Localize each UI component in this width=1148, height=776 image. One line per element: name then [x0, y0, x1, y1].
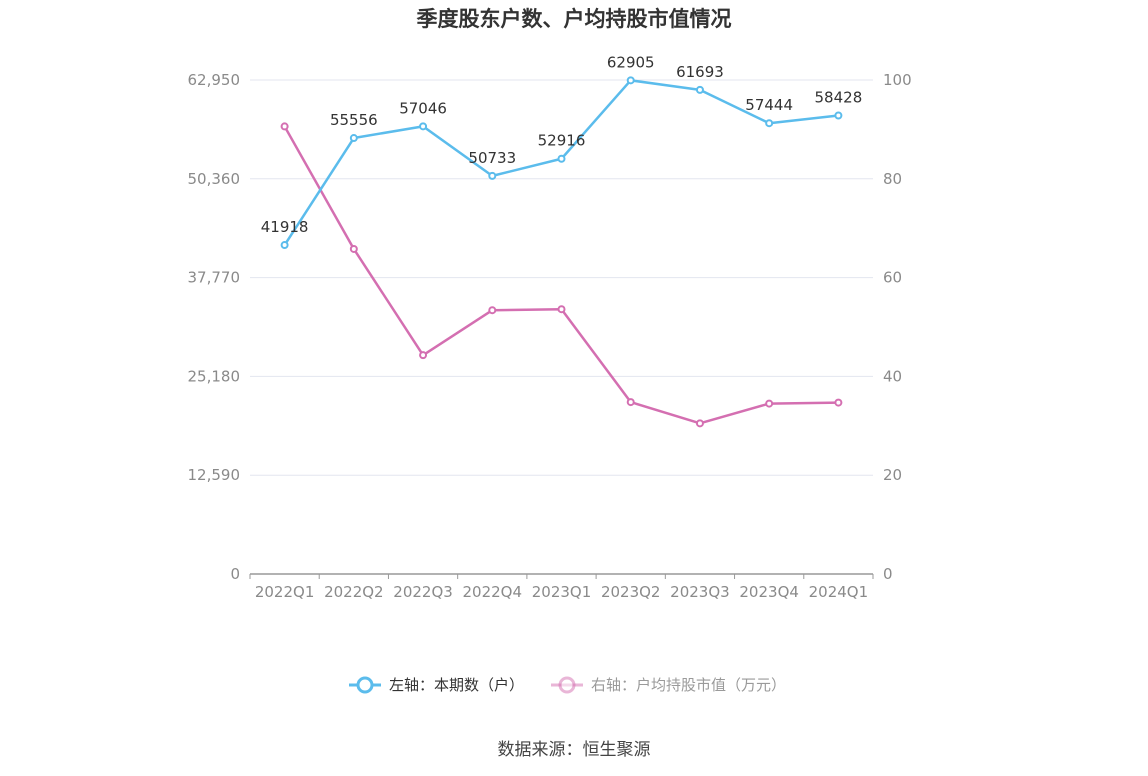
right-axis-tick-label: 0: [883, 565, 893, 583]
left-axis-tick-label: 37,770: [188, 269, 241, 287]
data-point[interactable]: [419, 351, 428, 360]
data-point[interactable]: [834, 398, 843, 407]
data-point[interactable]: [488, 171, 497, 180]
data-point[interactable]: [349, 244, 358, 253]
left-axis-tick-label: 12,590: [188, 466, 241, 484]
right-axis-tick-label: 40: [883, 367, 902, 385]
right-axis-tick-label: 20: [883, 466, 902, 484]
data-point[interactable]: [834, 111, 843, 120]
data-point[interactable]: [419, 122, 428, 131]
legend-label-left-series: 左轴：本期数（户）: [389, 676, 524, 694]
data-label: 57046: [399, 99, 447, 117]
left-axis-tick-label: 62,950: [188, 71, 241, 89]
left-axis-tick-label: 50,360: [188, 170, 241, 188]
data-label: 57444: [745, 96, 793, 114]
axes: 0 0 12,590 20 25,180 40 37,770 60 50,360 80 62,950…: [188, 71, 912, 601]
right-axis-tick-label: 60: [883, 269, 902, 287]
data-label: 41918: [261, 218, 309, 236]
x-axis-tick-label: 2022Q1: [255, 583, 315, 601]
left-axis-tick-label: 0: [230, 565, 240, 583]
data-point[interactable]: [765, 119, 774, 128]
legend-item-right-series[interactable]: 右轴：户均持股市值（万元）: [551, 676, 786, 694]
data-point[interactable]: [626, 398, 635, 407]
legend[interactable]: 左轴：本期数（户） 右轴：户均持股市值（万元）: [349, 676, 786, 694]
data-label: 52916: [538, 132, 586, 150]
x-axis-tick-label: 2023Q1: [532, 583, 592, 601]
right-axis-tick-label: 80: [883, 170, 902, 188]
grid-lines: [250, 79, 873, 476]
data-label: 58428: [815, 88, 863, 106]
data-point[interactable]: [626, 76, 635, 85]
right-axis-tick-label: 100: [883, 71, 912, 89]
data-label: 62905: [607, 53, 655, 71]
x-axis-tick-label: 2023Q4: [739, 583, 799, 601]
series-points: [280, 76, 843, 428]
left-axis-tick-label: 25,180: [188, 367, 241, 385]
x-axis-tick-label: 2023Q2: [601, 583, 661, 601]
legend-label-right-series: 右轴：户均持股市值（万元）: [591, 676, 786, 694]
data-point[interactable]: [557, 154, 566, 163]
data-point[interactable]: [280, 241, 289, 250]
legend-marker-left-series: [356, 676, 374, 694]
data-source: 数据来源：恒生聚源: [498, 740, 651, 760]
data-labels: 41918 55556 57046 50733 52916 62905 61693 57444…: [261, 53, 862, 236]
x-axis-tick-label: 2022Q2: [324, 583, 384, 601]
x-axis-tick-label: 2022Q4: [463, 583, 523, 601]
series-line-right: [283, 125, 839, 425]
data-point[interactable]: [280, 122, 289, 131]
data-point[interactable]: [557, 305, 566, 314]
x-axis-tick-label: 2022Q3: [393, 583, 453, 601]
data-label: 50733: [468, 149, 516, 167]
data-label: 55556: [330, 111, 378, 129]
data-point[interactable]: [488, 306, 497, 315]
legend-marker-right-series: [558, 676, 576, 694]
data-point[interactable]: [765, 399, 774, 408]
data-point[interactable]: [349, 134, 358, 143]
x-axis-tick-label: 2023Q3: [670, 583, 730, 601]
chart-title: 季度股东户数、户均持股市值情况: [417, 7, 732, 31]
x-axis-tick-label: 2024Q1: [809, 583, 869, 601]
data-label: 61693: [676, 63, 724, 81]
data-point[interactable]: [695, 85, 704, 94]
legend-item-left-series[interactable]: 左轴：本期数（户）: [349, 676, 524, 694]
data-point[interactable]: [695, 419, 704, 428]
